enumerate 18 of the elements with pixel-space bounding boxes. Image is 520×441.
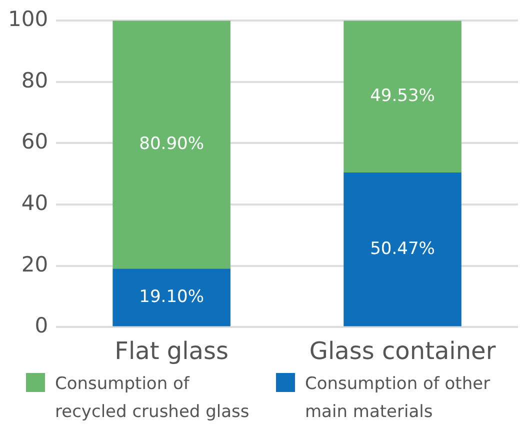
y-tick-label: 0 [34,314,48,338]
bar [112,20,230,269]
y-tick-label: 60 [21,130,48,154]
data-label: 80.90% [139,134,204,154]
bar [112,268,230,326]
y-tick-label: 100 [8,7,48,32]
bar [344,20,462,172]
x-tick-label: Glass container [309,336,496,365]
y-tick-label: 20 [21,252,48,276]
legend-label: Consumption of other main materials [305,373,492,424]
data-label: 49.53% [370,86,435,106]
bar [344,172,462,326]
legend-label: Consumption of recycled crushed glass [55,373,250,424]
y-tick-label: 80 [21,68,48,92]
data-label: 19.10% [139,286,204,307]
data-label: 50.47% [370,238,435,259]
y-tick-label: 40 [21,191,48,216]
x-tick-label: Flat glass [114,336,228,365]
